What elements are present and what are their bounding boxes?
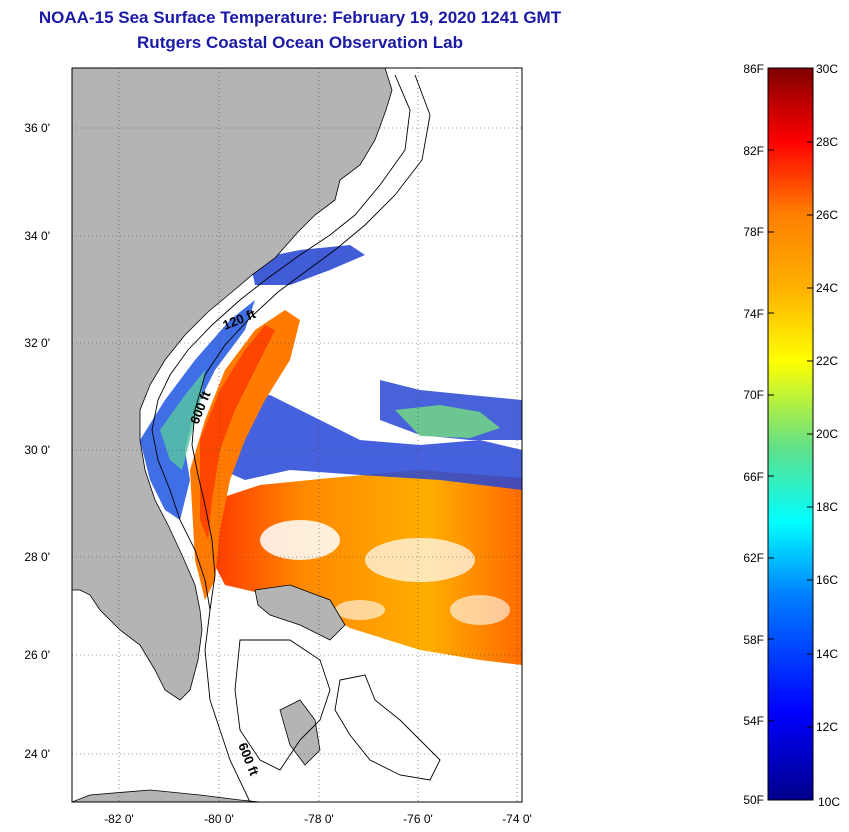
lon-label: -78 0' <box>304 812 334 826</box>
celsius-label: 30C <box>816 62 838 76</box>
lat-label: 24 0' <box>24 747 50 761</box>
contour-bahamas-bank-2 <box>334 674 441 781</box>
lon-label: -74 0' <box>502 812 532 826</box>
fahrenheit-label: 70F <box>743 388 764 402</box>
fahrenheit-label: 54F <box>743 714 764 728</box>
sst-shelf-green <box>160 370 205 470</box>
sst-cool-band <box>222 395 522 490</box>
lat-label: 32 0' <box>24 336 50 350</box>
celsius-label: 20C <box>816 427 838 441</box>
cloud <box>335 600 385 620</box>
cloud <box>260 520 340 560</box>
lat-label: 34 0' <box>24 229 50 243</box>
contour-120ft <box>151 74 411 611</box>
map-subtitle: Rutgers Coastal Ocean Observation Lab <box>137 33 463 52</box>
fahrenheit-label: 58F <box>743 633 764 647</box>
map-frame <box>71 67 523 803</box>
fahrenheit-label: 62F <box>743 551 764 565</box>
fahrenheit-label: 86F <box>743 62 764 76</box>
color-bar: 86F 82F 78F 74F 70F 66F 62F 58F 54F 50F … <box>743 62 840 809</box>
lon-label: -82 0' <box>104 812 134 826</box>
contour-bahamas-bank <box>234 639 331 771</box>
color-bar-gradient <box>767 67 814 801</box>
fahrenheit-label: 82F <box>743 144 764 158</box>
celsius-label: 16C <box>816 573 838 587</box>
celsius-label: 10C <box>818 795 840 809</box>
lat-label: 26 0' <box>24 648 50 662</box>
sst-green-patch <box>395 405 500 438</box>
map-panel <box>72 68 522 802</box>
celsius-label: 18C <box>816 500 838 514</box>
sst-gulfstream-core <box>190 310 300 600</box>
fahrenheit-ticks <box>768 149 774 722</box>
sst-shelf-water <box>140 300 255 520</box>
fahrenheit-label: 78F <box>743 225 764 239</box>
map-title: NOAA-15 Sea Surface Temperature: Februar… <box>38 8 562 27</box>
fahrenheit-labels: 86F 82F 78F 74F 70F 66F 62F 58F 54F 50F <box>743 62 764 807</box>
celsius-labels: 30C 28C 26C 24C 22C 20C 18C 16C 14C 12C … <box>816 62 840 809</box>
sst-north-blue <box>250 245 365 285</box>
map-grid <box>72 68 522 802</box>
lat-label: 36 0' <box>24 121 50 135</box>
celsius-label: 14C <box>816 647 838 661</box>
land-us-coast <box>72 68 393 701</box>
fahrenheit-label: 74F <box>743 307 764 321</box>
contour-600ft <box>191 74 431 802</box>
celsius-label: 24C <box>816 281 838 295</box>
latitude-labels: 36 0' 34 0' 32 0' 30 0' 28 0' 26 0' 24 0… <box>24 121 50 761</box>
fahrenheit-label: 50F <box>743 793 764 807</box>
sst-warm-region <box>212 470 522 665</box>
lat-label: 28 0' <box>24 550 50 564</box>
longitude-labels: -82 0' -80 0' -78 0' -76 0' -74 0' <box>104 812 532 826</box>
cloud <box>365 538 475 582</box>
celsius-label: 22C <box>816 354 838 368</box>
celsius-label: 28C <box>816 135 838 149</box>
fahrenheit-label: 66F <box>743 470 764 484</box>
celsius-label: 12C <box>816 720 838 734</box>
celsius-ticks <box>807 141 813 728</box>
cloud <box>450 595 510 625</box>
lon-label: -76 0' <box>403 812 433 826</box>
land-bahamas <box>254 584 346 641</box>
celsius-label: 26C <box>816 208 838 222</box>
lat-label: 30 0' <box>24 443 50 457</box>
lon-label: -80 0' <box>204 812 234 826</box>
land-andros <box>279 699 321 766</box>
